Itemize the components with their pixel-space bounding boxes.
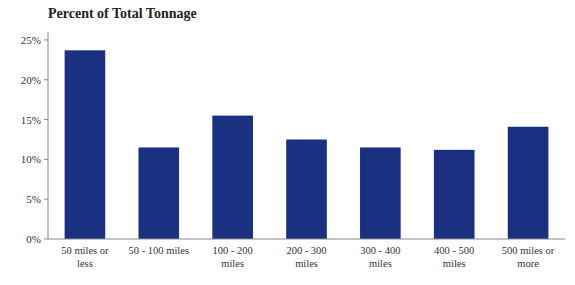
y-tick-label: 15% <box>21 114 41 126</box>
x-tick-label: 50 miles orless <box>61 245 109 269</box>
y-tick <box>44 159 48 160</box>
bar <box>508 127 549 239</box>
y-tick-label: 25% <box>21 34 41 46</box>
chart: Percent of Total Tonnage 0% 5% 10% 15% 20% 25%… <box>0 0 575 285</box>
y-tick-label: 10% <box>21 153 41 165</box>
x-tick-label: 200 - 300miles <box>286 245 326 269</box>
y-tick-label: 5% <box>26 193 41 205</box>
y-tick <box>44 239 48 240</box>
bar <box>286 139 327 239</box>
bar <box>360 147 401 239</box>
bar <box>138 147 179 239</box>
x-tick-label: 400 - 500miles <box>434 245 474 269</box>
y-tick <box>44 119 48 120</box>
x-tick-label: 100 - 200miles <box>213 245 253 269</box>
y-tick-label: 20% <box>21 74 41 86</box>
y-tick-label: 0% <box>26 233 41 245</box>
bar <box>434 150 475 239</box>
x-tick-label: 500 miles ormore <box>502 245 555 269</box>
y-tick <box>44 39 48 40</box>
x-axis <box>48 239 565 240</box>
bar <box>65 50 106 239</box>
y-axis <box>48 32 49 239</box>
x-tick-label: 50 - 100 miles <box>129 245 189 256</box>
chart-container: Percent of Total Tonnage 0% 5% 10% 15% 20% 25%… <box>0 0 575 285</box>
title: Percent of Total Tonnage <box>48 6 197 21</box>
x-tick-label: 300 - 400miles <box>360 245 400 269</box>
bars <box>65 50 549 239</box>
y-tick <box>44 79 48 80</box>
bar <box>212 116 253 239</box>
y-tick <box>44 199 48 200</box>
